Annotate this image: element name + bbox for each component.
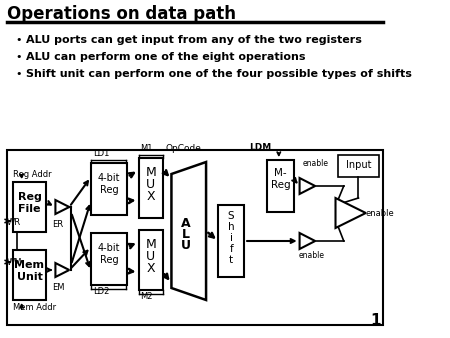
Text: WM: WM <box>7 258 22 267</box>
Text: •: • <box>16 69 22 79</box>
Bar <box>91 233 127 285</box>
Bar <box>267 160 294 212</box>
Bar <box>13 182 46 232</box>
Text: X: X <box>146 190 155 203</box>
Text: LD2: LD2 <box>93 287 109 296</box>
Text: U: U <box>146 178 155 191</box>
Text: M-: M- <box>274 168 287 178</box>
Polygon shape <box>300 233 315 249</box>
Text: X: X <box>146 262 155 275</box>
Text: 1: 1 <box>370 313 381 328</box>
Bar <box>338 155 379 177</box>
Text: f: f <box>230 244 233 254</box>
Text: h: h <box>228 222 234 232</box>
Text: OpCode: OpCode <box>165 144 201 153</box>
Text: U: U <box>146 250 155 263</box>
Text: File: File <box>18 204 40 214</box>
Text: ALU can perform one of the eight operations: ALU can perform one of the eight operati… <box>26 52 306 62</box>
Polygon shape <box>55 200 69 214</box>
Text: Reg: Reg <box>18 192 41 202</box>
Bar <box>218 205 244 277</box>
Polygon shape <box>300 178 315 194</box>
Text: ER: ER <box>53 220 63 229</box>
Bar <box>7 150 382 325</box>
Text: enable: enable <box>365 209 394 217</box>
Text: •: • <box>16 52 22 62</box>
Text: Unit: Unit <box>17 272 42 282</box>
Bar <box>91 163 127 215</box>
Text: WR: WR <box>7 218 21 227</box>
Text: ALU ports can get input from any of the two registers: ALU ports can get input from any of the … <box>26 35 362 45</box>
Bar <box>139 230 163 290</box>
Text: •: • <box>16 35 22 45</box>
Polygon shape <box>55 263 69 277</box>
Text: t: t <box>229 255 233 265</box>
Text: S: S <box>228 211 234 221</box>
Text: L: L <box>182 228 190 241</box>
Text: EM: EM <box>52 283 64 292</box>
Text: Mem Addr: Mem Addr <box>13 303 56 312</box>
Bar <box>13 250 46 300</box>
Text: i: i <box>230 233 233 243</box>
Text: M: M <box>145 166 156 179</box>
Text: Shift unit can perform one of the four possible types of shifts: Shift unit can perform one of the four p… <box>26 69 412 79</box>
Polygon shape <box>336 198 366 228</box>
Text: A: A <box>181 217 191 230</box>
Polygon shape <box>171 162 206 300</box>
Text: LDM: LDM <box>249 143 272 152</box>
Text: 4-bit: 4-bit <box>98 173 120 183</box>
Text: M1: M1 <box>140 144 153 153</box>
Text: Reg: Reg <box>271 180 290 190</box>
Text: Reg: Reg <box>100 255 118 265</box>
Bar <box>139 158 163 218</box>
Text: Reg: Reg <box>100 185 118 195</box>
Text: enable: enable <box>303 159 329 168</box>
Text: LD1: LD1 <box>93 149 109 158</box>
Text: M2: M2 <box>140 292 153 301</box>
Text: Reg Addr: Reg Addr <box>13 170 52 179</box>
Text: U: U <box>181 239 191 252</box>
Text: Input: Input <box>346 160 371 170</box>
Text: 4-bit: 4-bit <box>98 243 120 253</box>
Text: Mem: Mem <box>14 260 45 270</box>
Text: Operations on data path: Operations on data path <box>7 5 236 23</box>
Text: enable: enable <box>299 251 325 260</box>
Text: M: M <box>145 238 156 251</box>
